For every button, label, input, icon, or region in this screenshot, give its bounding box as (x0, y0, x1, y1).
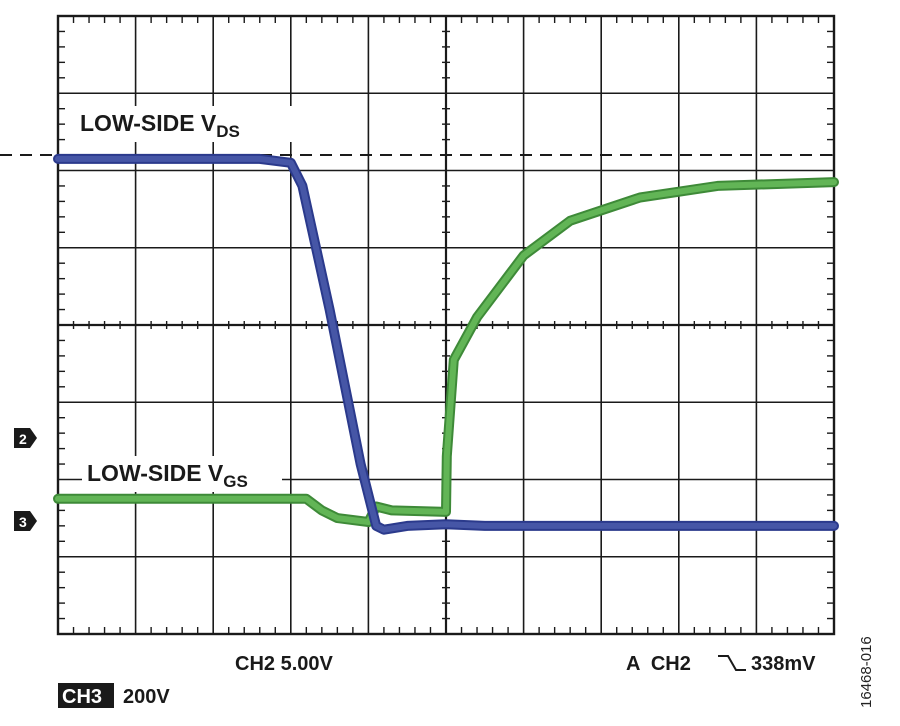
traces (53, 153, 839, 535)
vgs-trace (55, 179, 837, 525)
trigger-readout-value: 338mV (751, 653, 816, 675)
ch3-marker-arrow (14, 511, 37, 531)
vgs-label: LOW-SIDE VGS (87, 460, 248, 491)
ch3-marker: 3 (14, 511, 37, 531)
ch2-marker-label: 2 (19, 431, 27, 447)
vds-trace (55, 155, 837, 533)
falling-edge-trigger-icon (718, 655, 746, 671)
ch2-marker-arrow (14, 428, 37, 448)
ch2-scale-readout: CH2 5.00V (235, 653, 333, 675)
figure-id: 16468-016 (858, 636, 875, 708)
vgs-label-bg (82, 456, 282, 492)
vds-label-subscript: DS (216, 122, 240, 141)
plot-border (56, 14, 836, 636)
ch3-box (58, 683, 114, 708)
ch3-marker-label: 3 (19, 514, 27, 530)
ch3-box-label: CH3 (62, 686, 102, 708)
vds-label-bg (74, 106, 294, 142)
vgs-label-subscript: GS (223, 472, 248, 491)
ch3-scale-readout: 200V (123, 686, 170, 708)
vds-label: LOW-SIDE VDS (80, 110, 240, 141)
trigger-readout-prefix: A CH2 (626, 653, 691, 675)
ch2-marker: 2 (14, 428, 37, 448)
